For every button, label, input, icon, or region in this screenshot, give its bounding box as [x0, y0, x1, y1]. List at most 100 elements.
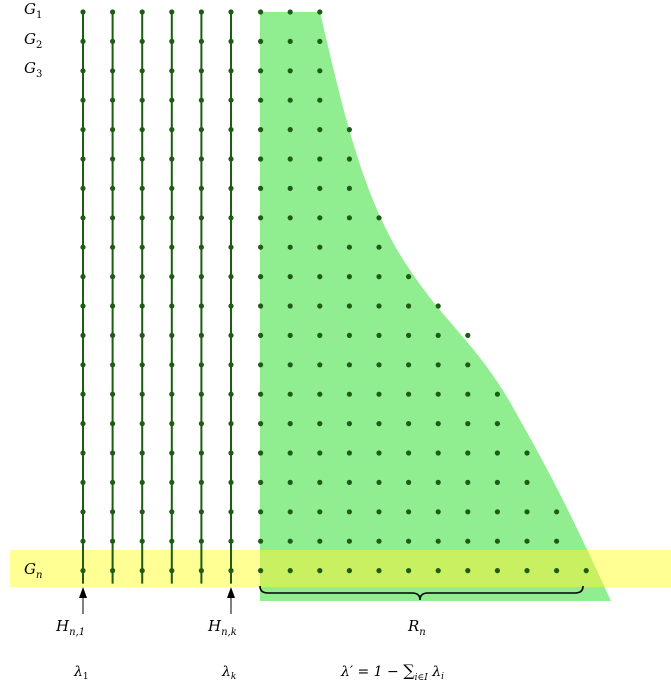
region-dot — [346, 332, 352, 338]
region-dot — [258, 509, 264, 515]
line-dot — [169, 568, 175, 574]
region-dot — [317, 568, 323, 574]
line-dot — [110, 303, 116, 309]
line-dot — [198, 38, 204, 45]
region-dot — [376, 244, 382, 250]
region-dot — [406, 421, 412, 427]
line-dot — [110, 391, 116, 397]
line-dot — [228, 362, 234, 368]
line-dot — [80, 450, 86, 456]
region-dot — [287, 156, 293, 162]
region-dot — [435, 450, 441, 456]
region-dot — [465, 568, 471, 574]
line-dot — [139, 38, 145, 45]
line-dot — [80, 362, 86, 368]
line-dot — [139, 185, 145, 191]
region-dot — [317, 332, 323, 338]
line-dot — [80, 215, 86, 221]
row-label-g3: G3 — [24, 59, 42, 80]
region-dot — [287, 97, 293, 103]
region-dot — [406, 568, 412, 574]
region-dot — [317, 303, 323, 309]
region-dot — [258, 274, 264, 280]
region-dot — [494, 509, 500, 515]
region-dot — [287, 274, 293, 280]
region-dot — [317, 38, 323, 45]
region-dot — [287, 215, 293, 221]
line-dot — [228, 156, 234, 162]
line-dot — [80, 391, 86, 397]
line-dot — [228, 185, 234, 191]
region-dot — [465, 332, 471, 338]
region-dot — [258, 156, 264, 162]
line-dot — [198, 9, 204, 15]
line-dot — [110, 68, 116, 74]
region-dot — [465, 509, 471, 515]
region-dot — [554, 538, 560, 544]
region-dot — [406, 450, 412, 456]
line-dot — [228, 9, 234, 15]
line-dot — [139, 362, 145, 368]
region-dot — [346, 127, 352, 133]
line-dot — [110, 332, 116, 338]
line-dot — [139, 244, 145, 250]
region-dot — [317, 450, 323, 456]
region-dot — [317, 421, 323, 427]
region-dot — [406, 391, 412, 397]
line-dot — [110, 479, 116, 485]
region-dot — [258, 97, 264, 103]
line-dot — [228, 303, 234, 309]
line-dot — [80, 38, 86, 45]
line-dot — [80, 509, 86, 515]
dots-layer — [80, 9, 589, 574]
region-dot — [465, 450, 471, 456]
line-dot — [169, 479, 175, 485]
region-dot — [346, 274, 352, 280]
line-dot — [198, 68, 204, 74]
line-dot — [228, 538, 234, 544]
region-dot — [258, 215, 264, 221]
line-dot — [139, 127, 145, 133]
line-dot — [228, 568, 234, 574]
region-dot — [494, 538, 500, 544]
region-dot — [465, 538, 471, 544]
region-dot — [287, 509, 293, 515]
region-dot — [435, 479, 441, 485]
line-dot — [198, 421, 204, 427]
region-dot — [317, 68, 323, 74]
line-dot — [228, 509, 234, 515]
region-dot — [346, 362, 352, 368]
line-dot — [228, 450, 234, 456]
region-dot — [435, 391, 441, 397]
line-dot — [139, 332, 145, 338]
region-dot — [317, 391, 323, 397]
line-dot — [80, 97, 86, 103]
line-dot — [198, 391, 204, 397]
region-dot — [317, 538, 323, 544]
line-dot — [110, 97, 116, 103]
line-dot — [139, 538, 145, 544]
line-dot — [139, 450, 145, 456]
line-dot — [228, 244, 234, 250]
line-dot — [110, 127, 116, 133]
line-dot — [198, 244, 204, 250]
region-dot — [465, 391, 471, 397]
line-dot — [169, 303, 175, 309]
band-region-overlap — [260, 550, 605, 587]
line-dot — [139, 68, 145, 74]
region-dot — [317, 244, 323, 250]
weight-label-lambda-1: λ1 — [73, 664, 89, 682]
region-dot — [494, 450, 500, 456]
region-dot — [258, 568, 264, 574]
line-dot — [80, 421, 86, 427]
region-dot — [258, 538, 264, 544]
region-dot — [287, 362, 293, 368]
line-dot — [198, 156, 204, 162]
line-dot — [169, 185, 175, 191]
region-dot — [346, 479, 352, 485]
line-dot — [139, 274, 145, 280]
region-dot — [287, 568, 293, 574]
line-dot — [80, 538, 86, 544]
region-dot — [406, 479, 412, 485]
